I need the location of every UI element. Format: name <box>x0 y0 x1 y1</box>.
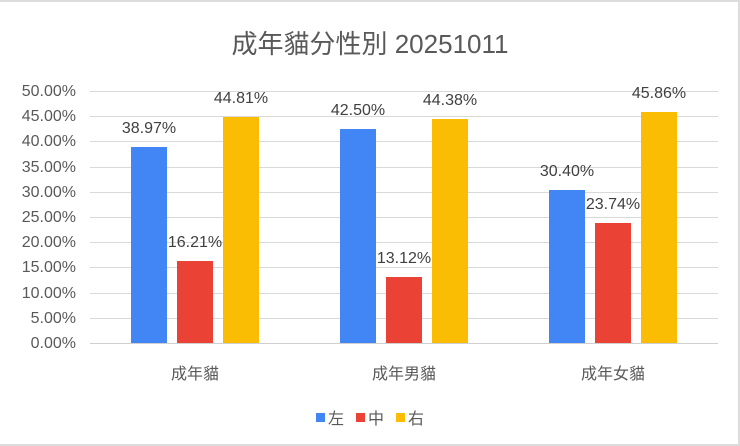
y-tick-label: 50.00% <box>21 82 76 100</box>
gridline <box>90 141 718 142</box>
bar[interactable] <box>223 117 259 343</box>
data-label: 16.21% <box>167 234 223 251</box>
legend-swatch-icon <box>396 412 405 422</box>
data-label: 44.38% <box>422 92 478 109</box>
bar[interactable] <box>177 261 213 343</box>
gridline <box>90 217 718 218</box>
chart-title: 成年貓分性別 20251011 <box>231 29 509 59</box>
y-tick-label: 5.00% <box>30 309 76 327</box>
y-tick-label: 30.00% <box>21 183 76 201</box>
y-tick-label: 45.00% <box>21 107 76 125</box>
bar[interactable] <box>549 190 585 343</box>
bar[interactable] <box>432 119 468 343</box>
legend: 左中右 <box>0 405 740 429</box>
y-tick-label: 25.00% <box>21 208 76 226</box>
y-tick-label: 0.00% <box>30 334 76 352</box>
bar[interactable] <box>595 223 631 343</box>
gridline <box>90 267 718 268</box>
bar[interactable] <box>386 277 422 343</box>
data-label: 23.74% <box>585 196 641 213</box>
legend-item[interactable]: 右 <box>396 405 424 429</box>
gridline <box>90 343 718 344</box>
gridline <box>90 242 718 243</box>
y-tick-label: 10.00% <box>21 284 76 302</box>
y-tick-label: 40.00% <box>21 132 76 150</box>
data-label: 30.40% <box>539 163 595 180</box>
x-category-label: 成年貓 <box>170 366 219 383</box>
gridline <box>90 91 718 92</box>
legend-item[interactable]: 左 <box>315 405 344 429</box>
gridline <box>90 116 718 117</box>
legend-swatch-icon <box>315 412 325 422</box>
data-label: 42.50% <box>330 102 386 119</box>
y-tick-label: 20.00% <box>21 233 76 251</box>
legend-label: 左 <box>327 411 344 428</box>
legend-label: 中 <box>367 411 384 428</box>
y-tick-label: 35.00% <box>21 158 76 176</box>
data-label: 45.86% <box>631 85 687 102</box>
gridline <box>90 192 718 193</box>
bar[interactable] <box>641 112 677 343</box>
data-label: 38.97% <box>121 120 177 137</box>
gridline <box>90 167 718 168</box>
y-tick-label: 15.00% <box>21 258 76 276</box>
x-category-label: 成年男貓 <box>371 366 436 383</box>
bar[interactable] <box>340 129 376 343</box>
x-category-label: 成年女貓 <box>580 366 645 383</box>
legend-item[interactable]: 中 <box>355 405 384 429</box>
bar[interactable] <box>131 147 167 343</box>
data-label: 44.81% <box>213 90 269 107</box>
data-label: 13.12% <box>376 250 432 267</box>
legend-label: 右 <box>408 411 425 428</box>
legend-swatch-icon <box>355 412 365 422</box>
